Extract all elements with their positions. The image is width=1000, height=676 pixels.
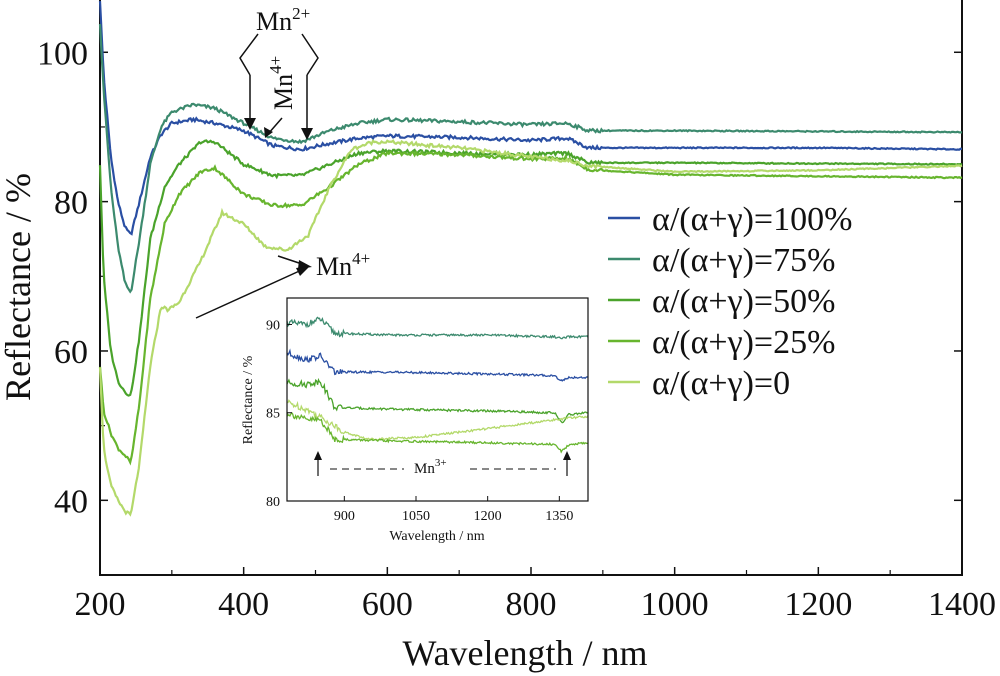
inset-y-tick-label: 90 <box>266 318 280 333</box>
mn2-arrowhead-right <box>301 128 313 140</box>
mn4-top-label: Mn4+ <box>266 56 298 110</box>
main-x-tick-label: 200 <box>75 586 126 623</box>
main-x-tick-label: 800 <box>506 586 557 623</box>
mn2-label-sup: 2+ <box>292 4 310 23</box>
inset-x-ticks: 900 1050 1200 1350 <box>334 496 573 524</box>
inset-series-line-0 <box>286 316 589 340</box>
inset-x-tick-label: 1200 <box>474 509 502 524</box>
mn3-arrowhead-left <box>314 451 322 460</box>
inset-y-axis-title: Reflectance / % <box>241 355 256 444</box>
inset-y-tick-label: 85 <box>266 407 280 422</box>
main-y-tick-label: 60 <box>54 334 88 371</box>
mn4-annotation-right: Mn4+ <box>195 249 370 319</box>
mn4-right-label-sup: 4+ <box>352 249 370 268</box>
main-y-tick-label: 40 <box>54 483 88 520</box>
mn4-right-label: Mn4+ <box>316 249 370 281</box>
main-y-tick-label: 100 <box>37 35 88 72</box>
inset-plot: 900 1050 1200 1350 80 85 90 Wavelength / nm R… <box>241 297 589 544</box>
legend-label-3: α/(α+γ)=25% <box>652 324 835 361</box>
mn3-arrowhead-right <box>563 451 571 460</box>
mn4-annotation-top: Mn4+ <box>264 56 298 138</box>
main-x-tick-label: 1000 <box>641 586 709 623</box>
main-series-group <box>98 1 963 517</box>
inset-series-line-1 <box>286 348 589 382</box>
main-x-tick-label: 1400 <box>928 586 996 623</box>
main-y-ticks: 40 60 80 100 <box>37 35 962 520</box>
inset-series-line-4 <box>286 411 589 454</box>
main-x-axis-title: Wavelength / nm <box>402 633 647 673</box>
mn2-arrowhead-left <box>244 118 256 130</box>
main-y-tick-label: 80 <box>54 185 88 222</box>
mn4-top-label-sup: 4+ <box>266 56 285 74</box>
main-x-ticks: 200 400 600 800 1000 1200 1400 <box>75 567 996 623</box>
mn2-bracket <box>239 33 259 76</box>
mn4-right-arrowhead-lower <box>296 266 310 276</box>
inset-x-axis-title: Wavelength / nm <box>389 529 484 544</box>
main-x-tick-label: 600 <box>362 586 413 623</box>
inset-series-group <box>286 316 589 454</box>
series-line-3 <box>98 149 963 466</box>
main-y-axis-title: Reflectance / % <box>0 173 38 401</box>
inset-series-line-3 <box>286 399 589 441</box>
mn2-bracket-right <box>301 33 319 76</box>
legend-label-2: α/(α+γ)=50% <box>652 283 835 320</box>
mn3-label: Mn3+ <box>414 457 447 477</box>
series-line-0 <box>98 1 963 236</box>
legend-label-0: α/(α+γ)=100% <box>652 201 852 238</box>
inset-background <box>287 298 588 501</box>
mn2-label: Mn2+ <box>256 4 310 36</box>
inset-frame <box>286 297 589 502</box>
mn2-annotation: Mn2+ <box>239 4 319 140</box>
mn3-annotation: Mn3+ <box>314 451 571 477</box>
series-line-4 <box>98 138 963 517</box>
inset-x-tick-label: 1350 <box>545 509 573 524</box>
legend-label-1: α/(α+γ)=75% <box>652 242 835 279</box>
inset-x-tick-label: 1050 <box>402 509 430 524</box>
mn4-right-arrow-lower <box>195 267 307 319</box>
inset-y-tick-label: 80 <box>266 495 280 510</box>
inset-y-ticks: 80 85 90 <box>266 318 292 510</box>
mn3-label-sup: 3+ <box>435 457 447 469</box>
legend: α/(α+γ)=100% α/(α+γ)=75% α/(α+γ)=50% α/(α+γ… <box>608 201 852 402</box>
main-x-tick-label: 1200 <box>784 586 852 623</box>
inset-x-tick-label: 900 <box>334 509 355 524</box>
inset-series-line-2 <box>286 377 589 424</box>
legend-label-4: α/(α+γ)=0 <box>652 365 790 402</box>
mn4-top-arrowhead <box>264 127 273 138</box>
main-x-tick-label: 400 <box>218 586 269 623</box>
series-line-1 <box>98 23 963 294</box>
